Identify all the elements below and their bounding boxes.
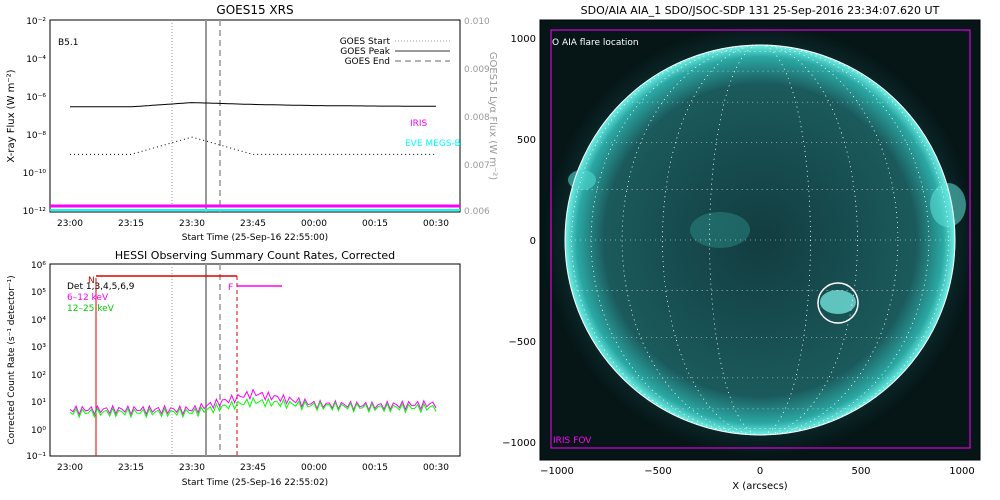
aia-flare-region: [820, 290, 856, 314]
aia-active-region-west: [930, 183, 966, 227]
aia-flare-location-circle: [817, 282, 859, 324]
goes-ytick-right: 0.006: [464, 207, 490, 217]
goes-ytick-right: 0.009: [464, 65, 490, 75]
aia-title: SDO/AIA AIA_1 SDO/JSOC-SDP 131 25-Sep-20…: [581, 4, 940, 17]
aia-flare-label: O AIA flare location: [552, 38, 639, 48]
aia-xtick: 0: [757, 466, 763, 477]
hessi-xtick: 23:45: [240, 463, 266, 473]
hessi-legend-12-25: 12–25 keV: [67, 304, 115, 314]
goes-xtick: 23:00: [57, 219, 83, 229]
hessi-12-25-curve: [69, 396, 437, 419]
goes-ylabel: X-ray Flux (W m⁻²): [6, 69, 17, 162]
goes-xtick: 00:30: [423, 219, 449, 229]
aia-fov-label: IRIS FOV: [553, 436, 592, 446]
hessi-ytick: 10²: [31, 371, 46, 381]
goes-ytick-right: 0.007: [464, 161, 490, 171]
aia-xlabel: X (arcsecs): [732, 481, 788, 492]
aia-ytick: −1000: [502, 438, 536, 449]
hessi-f-label: F: [228, 283, 233, 293]
aia-grid-longitude: [709, 44, 811, 436]
goes-title: GOES15 XRS: [216, 3, 293, 17]
goes-ylabel-right: GOES15 Lyα Flux (W m⁻²): [487, 52, 498, 180]
aia-iris-fov-box: [550, 29, 971, 449]
goes-eve-label: EVE MEGS-B: [405, 139, 461, 149]
hessi-xtick: 00:15: [362, 463, 388, 473]
hessi-legend-6-12: 6–12 keV: [67, 293, 109, 303]
hessi-legend-det: Det 1,3,4,5,6,9: [67, 282, 135, 292]
hessi-ytick: 10⁴: [31, 316, 46, 326]
goes-ytick: 10⁻⁸: [26, 131, 46, 141]
aia-xtick: 500: [851, 466, 870, 477]
aia-ytick: 500: [517, 135, 536, 146]
hessi-xtick: 23:30: [179, 463, 205, 473]
hessi-ylabel: Corrected Count Rate (s⁻¹ detector⁻¹): [7, 275, 17, 444]
hessi-ytick: 10⁰: [31, 426, 46, 436]
goes-long-curve: [70, 102, 436, 108]
hessi-n-label: N: [88, 276, 95, 286]
goes-ytick: 10⁻⁴: [26, 55, 46, 65]
goes-ytick-right: 0.008: [464, 113, 490, 123]
aia-limb-circle: [564, 44, 956, 436]
aia-ytick: −500: [509, 337, 536, 348]
goes-xtick: 00:00: [301, 219, 327, 229]
hessi-panel: HESSI Observing Summary Count Rates, Cor…: [7, 249, 461, 488]
goes-ytick-right: 0.010: [464, 17, 490, 27]
hessi-ytick: 10³: [31, 343, 46, 353]
goes-xtick: 23:15: [118, 219, 144, 229]
aia-xtick: −500: [644, 466, 671, 477]
goes-panel: GOES15 XRS X-ray Flux (W m⁻²) GOES15 Lyα…: [6, 3, 498, 243]
goes-legend-end: GOES End: [345, 57, 390, 67]
goes-xtick: 23:45: [240, 219, 266, 229]
aia-xtick: −1000: [540, 466, 574, 477]
hessi-xtick: 23:00: [57, 463, 83, 473]
goes-xlabel: Start Time (25-Sep-16 22:55:00): [182, 233, 328, 243]
hessi-plot-frame: [49, 263, 461, 457]
goes-ytick: 10⁻²: [26, 17, 46, 27]
goes-xtick: 00:15: [362, 219, 388, 229]
goes-legend-peak: GOES Peak: [340, 47, 390, 57]
aia-active-region-center: [690, 212, 750, 248]
aia-active-region-east: [568, 170, 596, 190]
goes-short-curve: [70, 136, 436, 155]
goes-iris-label: IRIS: [410, 119, 428, 129]
aia-ytick: 0: [530, 236, 536, 247]
hessi-ytick: 10⁵: [31, 288, 46, 298]
hessi-xtick: 23:15: [118, 463, 144, 473]
aia-grid-longitude: [662, 44, 858, 436]
aia-xtick: 1000: [949, 466, 974, 477]
goes-ytick: 10⁻¹⁰: [23, 169, 47, 179]
hessi-ytick: 10¹: [31, 398, 46, 408]
aia-panel: SDO/AIA AIA_1 SDO/JSOC-SDP 131 25-Sep-20…: [502, 4, 981, 492]
hessi-title: HESSI Observing Summary Count Rates, Cor…: [115, 249, 395, 262]
goes-plot-frame: [49, 19, 461, 213]
hessi-6-12-curve: [69, 388, 437, 416]
hessi-ytick: 10⁶: [31, 261, 46, 271]
hessi-xtick: 00:30: [423, 463, 449, 473]
goes-xtick: 23:30: [179, 219, 205, 229]
aia-ytick: 1000: [511, 34, 536, 45]
goes-ytick: 10⁻⁶: [26, 93, 46, 103]
hessi-ytick: 10⁻¹: [26, 452, 46, 462]
goes-legend-start: GOES Start: [340, 37, 391, 47]
hessi-xtick: 00:00: [301, 463, 327, 473]
hessi-xlabel: Start Time (25-Sep-16 22:55:02): [182, 478, 328, 488]
aia-frame: [539, 19, 981, 461]
goes-class-label: B5.1: [58, 38, 79, 48]
goes-ytick: 10⁻¹²: [23, 207, 47, 217]
